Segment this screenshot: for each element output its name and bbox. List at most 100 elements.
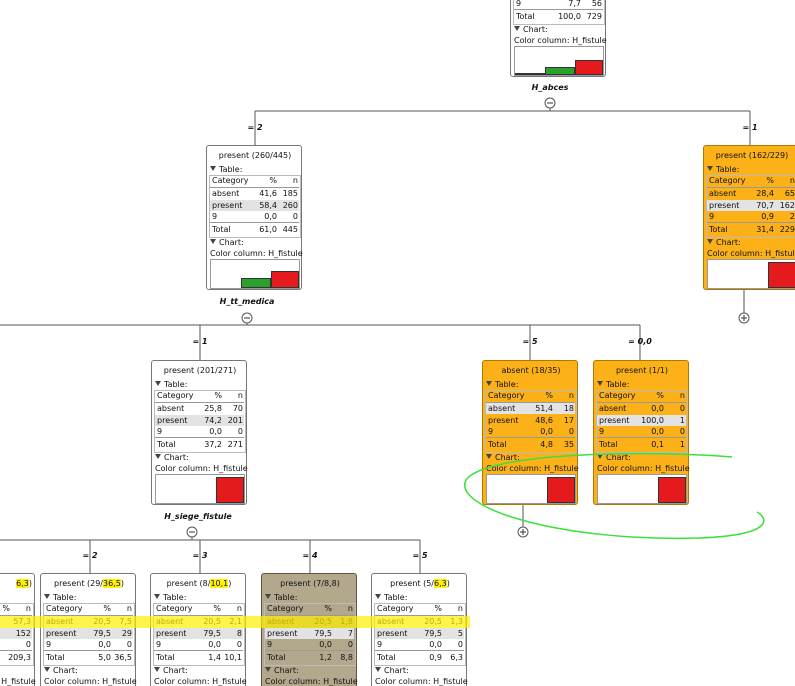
header-cell: % bbox=[656, 391, 664, 400]
tree-node[interactable]: present (162/229) Table: Category% n absent 2… bbox=[703, 145, 795, 290]
cell: present bbox=[267, 629, 298, 638]
table-row: 0 bbox=[0, 639, 32, 650]
title-text: absent (18/35) bbox=[501, 366, 561, 375]
table-toggle[interactable]: Table: bbox=[372, 592, 407, 603]
cell: 0,0 bbox=[651, 404, 664, 413]
table-toggle[interactable]: Table: bbox=[483, 379, 518, 390]
chart-toggle[interactable]: Chart: bbox=[372, 665, 409, 676]
cell: 79,5 bbox=[314, 629, 332, 638]
cell: Total bbox=[156, 653, 175, 662]
chart-toggle[interactable]: Chart: bbox=[151, 665, 188, 676]
total-row: Total 31,4 229 bbox=[707, 224, 795, 235]
cell: 0 bbox=[25, 640, 31, 649]
tree-node[interactable]: 6,3)Table:Category%n57,31520209,3Chart:C… bbox=[0, 573, 36, 686]
cell: 0 bbox=[237, 427, 243, 436]
chart-toggle[interactable]: Chart: bbox=[594, 452, 631, 463]
separator bbox=[265, 650, 354, 651]
node-title: absent (18/35) bbox=[483, 365, 579, 376]
total-row: Total 4,8 35 bbox=[486, 439, 575, 450]
separator bbox=[0, 650, 32, 651]
separator bbox=[210, 187, 299, 188]
table-toggle[interactable]: Table: bbox=[151, 592, 186, 603]
tree-node[interactable]: present (7/8,8)Table:Category%nabsent20,… bbox=[261, 573, 358, 686]
cell: 29 bbox=[121, 629, 132, 638]
chart-toggle[interactable]: Chart: bbox=[152, 452, 189, 463]
chart-box bbox=[486, 474, 576, 504]
tree-node[interactable]: present (260/445) Table: Category% n absent 4… bbox=[206, 145, 303, 290]
table-toggle[interactable]: Table: bbox=[152, 379, 187, 390]
triangle-icon bbox=[265, 667, 271, 672]
cell: Total bbox=[516, 12, 535, 21]
triangle-icon bbox=[265, 594, 271, 599]
cell: 36,5 bbox=[114, 653, 132, 662]
table-toggle[interactable]: Table: bbox=[207, 164, 242, 175]
cell: Total bbox=[267, 653, 286, 662]
chart-toggle[interactable]: Chart: bbox=[704, 237, 741, 248]
table-toggle[interactable]: Table: bbox=[704, 164, 739, 175]
separator bbox=[597, 437, 686, 438]
title-highlight: 6,3 bbox=[16, 579, 29, 588]
collapse-toggle[interactable] bbox=[241, 312, 253, 324]
table-frame bbox=[264, 603, 356, 666]
cell: 4,8 bbox=[540, 440, 553, 449]
color-column: Color column: H_fistule bbox=[0, 677, 36, 686]
color-column: Color column: H_fistule bbox=[154, 677, 247, 686]
tree-node[interactable]: present (5/6,3)Table:Category%nabsent20,… bbox=[371, 573, 468, 686]
branch-label: = 1 bbox=[192, 337, 208, 346]
section-label: Table: bbox=[606, 380, 630, 389]
cell: 70,7 bbox=[756, 201, 774, 210]
table-row: present 100,0 1 bbox=[597, 415, 686, 426]
chart-toggle[interactable]: Chart: bbox=[262, 665, 299, 676]
chart-box bbox=[597, 474, 687, 504]
cell: 0,9 bbox=[429, 653, 442, 662]
expand-toggle[interactable] bbox=[738, 312, 750, 324]
cell: 9 bbox=[267, 640, 273, 649]
table-frame bbox=[374, 603, 466, 666]
branch-label: = 4 bbox=[302, 551, 318, 560]
triangle-icon bbox=[707, 166, 713, 171]
tree-node[interactable]: present (1/1) Table: Category% n absent 0,0 0 p… bbox=[593, 360, 690, 505]
header-cell: n bbox=[347, 604, 353, 613]
chart-bar bbox=[241, 278, 271, 288]
cell: present bbox=[157, 416, 188, 425]
section-label: Chart: bbox=[164, 453, 189, 462]
section-label: Chart: bbox=[523, 25, 548, 34]
color-column: Color column: H_fistule bbox=[707, 249, 795, 258]
cell: 0 bbox=[292, 212, 298, 221]
cell: 0,0 bbox=[208, 640, 221, 649]
chart-box bbox=[210, 259, 300, 289]
header-cell: n bbox=[236, 604, 242, 613]
cell: 9 bbox=[212, 212, 218, 221]
table-toggle[interactable]: Table: bbox=[594, 379, 629, 390]
separator bbox=[514, 9, 603, 10]
tree-node[interactable]: present (201/271) Table: Category% n absent 2… bbox=[151, 360, 248, 505]
header-cell: % bbox=[214, 391, 222, 400]
node-title: present (260/445) bbox=[207, 150, 303, 161]
chart-toggle[interactable]: Chart: bbox=[483, 452, 520, 463]
tree-node[interactable]: Table:Category%n97,756Total100,0729Chart… bbox=[510, 0, 607, 77]
collapse-toggle[interactable] bbox=[186, 526, 198, 538]
collapse-toggle[interactable] bbox=[544, 97, 556, 109]
table-row: 9 7,7 56 bbox=[514, 0, 603, 9]
tree-node[interactable]: absent (18/35) Table: Category% n absent 51,4… bbox=[482, 360, 579, 505]
title-text: present (7/8,8) bbox=[280, 579, 340, 588]
chart-toggle[interactable]: Chart: bbox=[511, 24, 548, 35]
cell: 229 bbox=[779, 225, 795, 234]
tree-node[interactable]: present (8/10,1)Table:Category%nabsent20… bbox=[150, 573, 247, 686]
chart-toggle[interactable]: Chart: bbox=[207, 237, 244, 248]
chart-toggle[interactable]: Chart: bbox=[41, 665, 78, 676]
expand-toggle[interactable] bbox=[517, 526, 529, 538]
separator bbox=[597, 402, 686, 403]
table-toggle[interactable]: Table: bbox=[41, 592, 76, 603]
table-header: Category% n bbox=[155, 390, 244, 401]
separator bbox=[375, 615, 464, 616]
total-row: Total 0,1 1 bbox=[597, 439, 686, 450]
header-cell: % bbox=[766, 176, 774, 185]
tree-node[interactable]: present (29/36,5)Table:Category%nabsent2… bbox=[40, 573, 137, 686]
chart-bar bbox=[575, 60, 603, 75]
color-column: Color column: H_fistule bbox=[514, 36, 607, 45]
cell: 100,0 bbox=[641, 416, 664, 425]
table-toggle[interactable]: Table: bbox=[262, 592, 297, 603]
